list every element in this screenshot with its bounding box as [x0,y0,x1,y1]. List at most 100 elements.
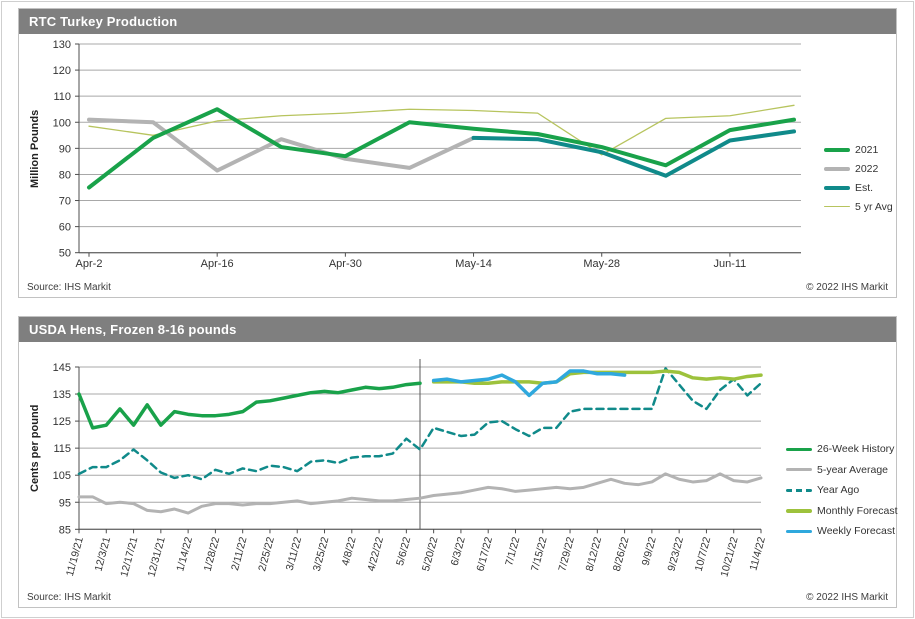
legend-swatch [786,509,812,513]
legend-swatch [786,447,812,451]
legend-label: Est. [855,181,874,194]
legend-item-5-year-average: 5-year Average [786,460,898,481]
rtc-turkey-panel: RTC Turkey Production Million Pounds 50 6… [18,8,897,298]
legend-label: 2022 [855,162,879,175]
series-line-year-ago [77,367,763,481]
x-tick-label: 12/3/21 [93,536,114,573]
x-tick-label: 8/26/22 [611,536,632,573]
legend-swatch [786,529,812,533]
legend-item-weekly-forecast: Weekly Forecast [786,521,898,542]
chart-body: Million Pounds 50 60 70 80 90 100 110 120 130 Apr… [19,34,896,297]
x-tick-label: May-28 [583,258,620,270]
x-tick-label: 6/17/22 [474,536,495,573]
legend-label: Monthly Forecast [817,504,898,517]
legend-item-est: Est. [824,178,893,197]
x-tick-label: Apr-16 [201,258,234,270]
x-tick-label: Apr-30 [329,258,362,270]
x-tick-label: 6/3/22 [449,536,468,567]
series-line-2021 [87,107,796,190]
x-tick-label: 7/1/22 [503,536,522,567]
x-tick-label: 12/17/21 [118,536,140,579]
panel-title-bar: RTC Turkey Production [19,9,896,34]
panel-footer: Source: IHS Markit © 2022 IHS Markit [27,589,888,603]
y-tick-label: 130 [53,39,71,51]
legend-swatch [824,166,850,171]
x-tick-label: 12/31/21 [146,536,168,579]
legend-label: 5-year Average [817,463,889,476]
hens-price-plot: 85 95 105 115 125 135 145 11/19/21 12/3/21 12/17/… [53,359,768,579]
y-tick-label: 120 [53,65,71,77]
x-tick-label: 7/15/22 [529,536,550,573]
x-tick-label: 2/25/22 [256,536,277,573]
source-note: Source: IHS Markit [27,592,111,603]
y-tick-label: 85 [59,524,71,536]
x-tick-label: 3/11/22 [284,536,304,572]
y-tick-label: 80 [59,169,71,181]
legend-swatch [824,147,850,152]
source-note: Source: IHS Markit [27,282,111,293]
series-line-weekly-forecast [431,369,627,398]
legend-label: 26-Week History [817,443,895,456]
legend-label: Year Ago [817,484,860,497]
y-tick-label: 115 [53,443,71,455]
legend-item-5-yr-avg: 5 yr Avg [824,197,893,216]
y-tick-label: 50 [59,248,71,260]
series-line-5-yr-avg [88,104,795,156]
x-tick-label: 9/9/22 [640,536,659,567]
x-tick-label: 10/21/22 [718,536,740,579]
series-line-est [471,129,796,178]
series-line-26-week-history [77,381,422,430]
legend-item-monthly-forecast: Monthly Forecast [786,501,898,522]
chart-title: USDA Hens, Frozen 8-16 pounds [29,322,237,337]
y-tick-label: 90 [59,143,71,155]
x-tick-label: 1/14/22 [174,536,195,573]
legend-item-2021: 2021 [824,140,893,159]
usda-hens-panel: USDA Hens, Frozen 8-16 pounds Cents per … [18,316,898,608]
y-tick-label: 105 [53,470,71,482]
legend-item-2022: 2022 [824,159,893,178]
legend-swatch [786,468,812,472]
y-tick-label: 110 [53,91,71,103]
legend-label: Weekly Forecast [817,525,895,538]
chart-legend: 26-Week History 5-year Average Year Ago Mon… [786,439,898,542]
panel-title-bar: USDA Hens, Frozen 8-16 pounds [19,317,896,342]
x-tick-label: May-14 [455,258,492,270]
y-tick-label: 100 [53,117,71,129]
y-tick-label: 95 [59,497,71,509]
legend-item-26-week-history: 26-Week History [786,439,898,460]
legend-swatch [786,489,812,492]
x-tick-label: 1/28/22 [202,536,223,573]
copyright-note: © 2022 IHS Markit [806,282,888,293]
x-tick-label: Jun-11 [713,258,746,270]
legend-swatch [824,185,850,190]
chart-legend: 2021 2022 Est. 5 yr Avg [824,140,893,216]
chart-title: RTC Turkey Production [29,14,178,29]
x-tick-label: 9/23/22 [665,536,686,573]
y-tick-label: 60 [59,222,71,234]
legend-item-year-ago: Year Ago [786,480,898,501]
legend-label: 5 yr Avg [855,200,893,213]
y-tick-label: 125 [53,416,71,428]
copyright-note: © 2022 IHS Markit [806,592,888,603]
legend-label: 2021 [855,143,879,156]
x-tick-label: 2/11/22 [229,536,249,572]
series-line-5-year-average [77,472,763,515]
turkey-production-plot: 50 60 70 80 90 100 110 120 130 Apr-2 Apr-16 Apr-30 M… [53,39,801,270]
series-line-2022 [87,117,476,173]
legend-swatch [824,205,850,208]
x-tick-label: 11/4/22 [747,536,767,572]
x-tick-label: 3/25/22 [311,536,332,573]
x-tick-label: 4/22/22 [365,536,386,573]
x-tick-label: Apr-2 [76,258,103,270]
panel-footer: Source: IHS Markit © 2022 IHS Markit [27,279,888,293]
x-tick-label: 7/29/22 [556,536,577,573]
x-tick-label: 8/12/22 [584,536,605,573]
x-tick-label: 5/6/22 [394,536,413,567]
x-tick-label: 10/7/22 [693,536,714,573]
y-tick-label: 70 [59,196,71,208]
x-tick-label: 11/19/21 [64,536,86,578]
chart-body: Cents per pound 85 95 105 115 125 135 145 11/19… [19,342,898,607]
y-tick-label: 145 [53,362,71,374]
x-tick-label: 4/8/22 [340,536,359,567]
x-tick-label: 5/20/22 [420,536,441,573]
